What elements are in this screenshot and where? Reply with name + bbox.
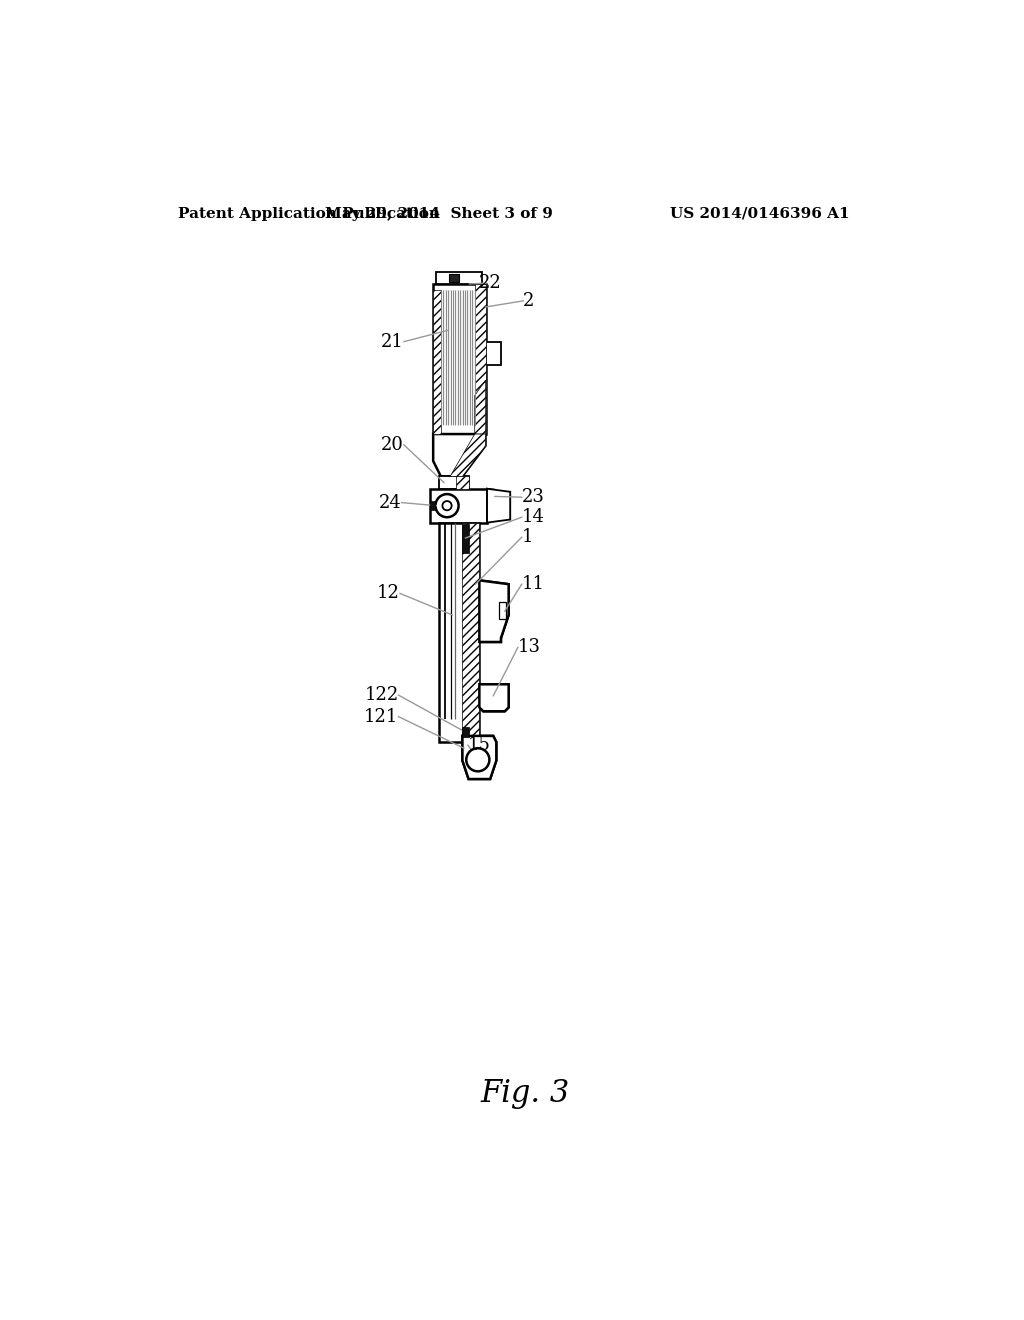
- Polygon shape: [479, 684, 509, 711]
- Text: 1: 1: [521, 528, 534, 546]
- Bar: [436, 272, 482, 284]
- Polygon shape: [479, 581, 509, 642]
- Text: 23: 23: [521, 488, 545, 506]
- Polygon shape: [475, 380, 485, 434]
- Text: 2: 2: [523, 292, 535, 310]
- Polygon shape: [485, 342, 501, 364]
- Bar: [441, 290, 475, 425]
- Bar: [463, 524, 469, 553]
- Polygon shape: [430, 488, 487, 523]
- Text: Fig. 3: Fig. 3: [480, 1078, 569, 1109]
- Text: 11: 11: [521, 576, 545, 593]
- Text: 121: 121: [365, 708, 398, 726]
- Polygon shape: [451, 434, 485, 477]
- Text: 20: 20: [381, 436, 403, 454]
- Bar: [457, 477, 469, 488]
- Polygon shape: [479, 684, 509, 711]
- Polygon shape: [463, 737, 497, 779]
- Bar: [475, 284, 485, 434]
- Polygon shape: [487, 488, 510, 523]
- Text: US 2014/0146396 A1: US 2014/0146396 A1: [670, 207, 849, 220]
- Circle shape: [466, 748, 489, 771]
- Polygon shape: [463, 737, 497, 779]
- Text: 122: 122: [365, 686, 398, 704]
- Bar: [500, 602, 506, 619]
- Bar: [463, 726, 469, 738]
- Text: 13: 13: [518, 639, 541, 656]
- Text: 12: 12: [377, 585, 400, 602]
- Bar: [439, 477, 469, 488]
- Bar: [433, 290, 441, 434]
- Bar: [449, 275, 459, 281]
- Polygon shape: [433, 434, 485, 477]
- Text: 15: 15: [468, 737, 490, 754]
- Text: 14: 14: [521, 508, 545, 527]
- Text: 21: 21: [381, 333, 403, 351]
- Bar: [439, 523, 479, 742]
- Text: 22: 22: [478, 275, 502, 292]
- Text: 24: 24: [379, 494, 401, 512]
- Text: May 29, 2014  Sheet 3 of 9: May 29, 2014 Sheet 3 of 9: [325, 207, 553, 220]
- Bar: [433, 284, 485, 434]
- Bar: [430, 502, 435, 511]
- Polygon shape: [479, 581, 509, 642]
- Bar: [463, 523, 479, 742]
- Circle shape: [435, 494, 459, 517]
- Circle shape: [442, 502, 452, 511]
- Text: Patent Application Publication: Patent Application Publication: [178, 207, 440, 220]
- Bar: [487, 488, 510, 523]
